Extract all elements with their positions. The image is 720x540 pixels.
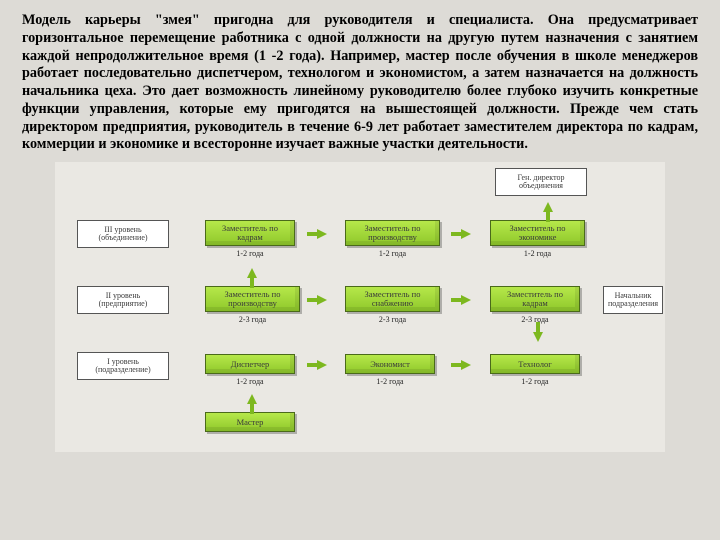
node-z23: Заместитель по кадрам (490, 286, 580, 312)
arrow-6 (533, 332, 543, 342)
node-lvl2: II уровень (предприятие) (77, 286, 169, 314)
duration-z12: 1-2 года (345, 377, 435, 386)
career-snake-diagram: Ген. директор объединения III уровень (об… (55, 162, 665, 452)
node-z12: Экономист (345, 354, 435, 374)
node-master: Мастер (205, 412, 295, 432)
node-top: Ген. директор объединения (495, 168, 587, 196)
duration-z22: 2-3 года (345, 315, 440, 324)
duration-z33: 1-2 года (490, 249, 585, 258)
node-lvl1: I уровень (подразделение) (77, 352, 169, 380)
node-z21: Заместитель по производству (205, 286, 300, 312)
arrow-4 (317, 295, 327, 305)
duration-z23: 2-3 года (490, 315, 580, 324)
duration-z21: 2-3 года (205, 315, 300, 324)
node-side: Начальник подразделения (603, 286, 663, 314)
duration-z11: 1-2 года (205, 377, 295, 386)
node-z31: Заместитель по кадрам (205, 220, 295, 246)
arrow-8 (461, 360, 471, 370)
node-lvl3: III уровень (объединение) (77, 220, 169, 248)
arrow-3 (247, 268, 257, 278)
node-z22: Заместитель по снабжению (345, 286, 440, 312)
description-paragraph: Модель карьеры "змея" пригодна для руков… (22, 12, 698, 154)
node-z13: Технолог (490, 354, 580, 374)
arrow-2 (461, 229, 471, 239)
duration-z13: 1-2 года (490, 377, 580, 386)
node-z11: Диспетчер (205, 354, 295, 374)
arrow-9 (247, 394, 257, 404)
arrow-5 (461, 295, 471, 305)
duration-z32: 1-2 года (345, 249, 440, 258)
arrow-7 (317, 360, 327, 370)
arrow-0 (543, 202, 553, 212)
duration-z31: 1-2 года (205, 249, 295, 258)
node-z32: Заместитель по производству (345, 220, 440, 246)
node-z33: Заместитель по экономике (490, 220, 585, 246)
arrow-1 (317, 229, 327, 239)
